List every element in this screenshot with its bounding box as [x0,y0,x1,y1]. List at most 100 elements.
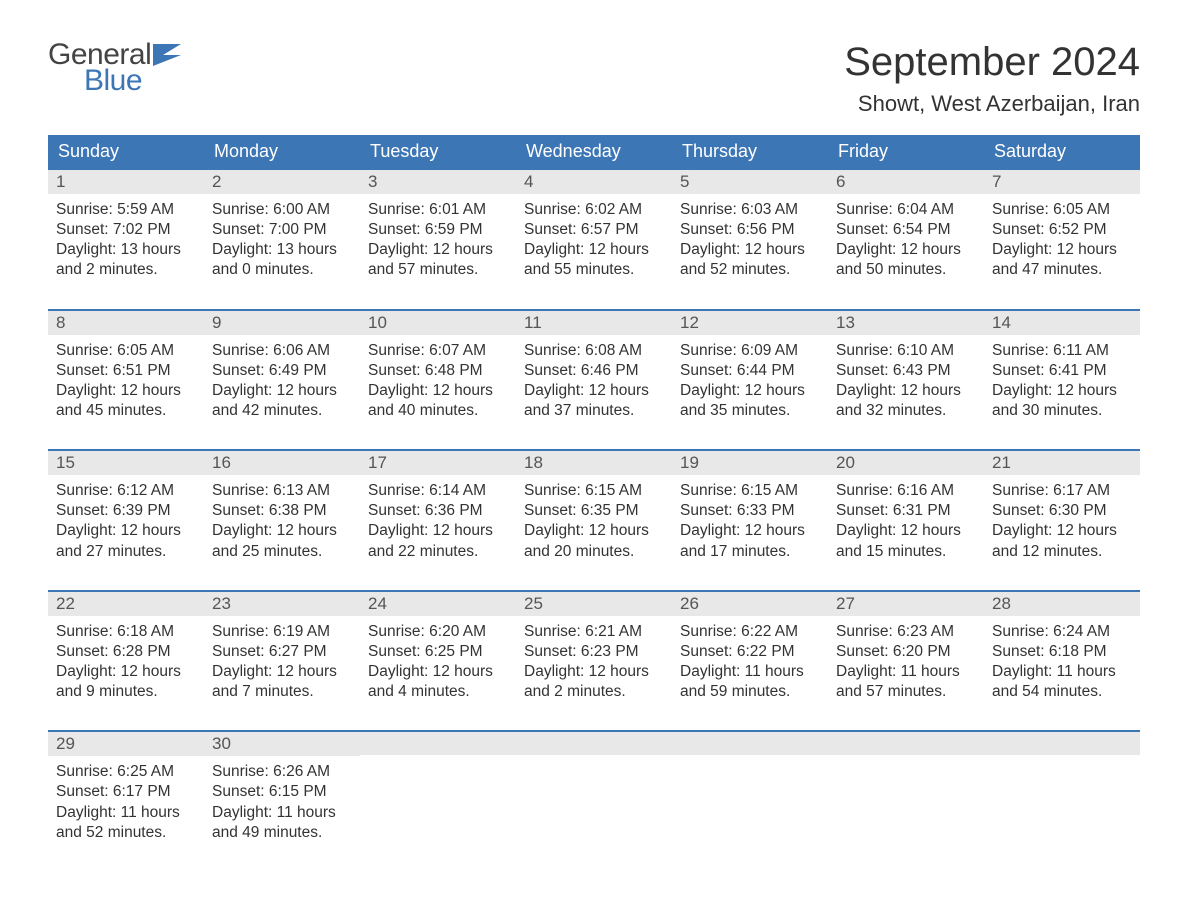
day-body: Sunrise: 6:16 AMSunset: 6:31 PMDaylight:… [828,475,984,562]
day-cell: 22Sunrise: 6:18 AMSunset: 6:28 PMDayligh… [48,590,204,703]
day-sunrise: Sunrise: 6:14 AM [368,481,508,501]
day-body: Sunrise: 5:59 AMSunset: 7:02 PMDaylight:… [48,194,204,281]
day-number: 28 [984,590,1140,616]
day-number: 18 [516,449,672,475]
day-number: 20 [828,449,984,475]
day-sunset: Sunset: 6:56 PM [680,220,820,240]
day-d2: and 52 minutes. [56,823,196,843]
day-empty [984,730,1140,755]
day-body: Sunrise: 6:23 AMSunset: 6:20 PMDaylight:… [828,616,984,703]
day-cell: 16Sunrise: 6:13 AMSunset: 6:38 PMDayligh… [204,449,360,562]
day-d1: Daylight: 12 hours [680,381,820,401]
day-sunset: Sunset: 6:59 PM [368,220,508,240]
day-d1: Daylight: 12 hours [680,240,820,260]
month-title: September 2024 [844,40,1140,85]
day-sunrise: Sunrise: 6:10 AM [836,341,976,361]
day-d1: Daylight: 12 hours [368,381,508,401]
weekday-header: Monday [204,135,360,168]
day-cell [828,730,984,843]
day-sunrise: Sunrise: 6:22 AM [680,622,820,642]
day-body: Sunrise: 6:26 AMSunset: 6:15 PMDaylight:… [204,756,360,843]
day-d1: Daylight: 12 hours [212,381,352,401]
brand-logo: General Blue [48,40,187,96]
day-body: Sunrise: 6:19 AMSunset: 6:27 PMDaylight:… [204,616,360,703]
day-body: Sunrise: 6:01 AMSunset: 6:59 PMDaylight:… [360,194,516,281]
day-sunset: Sunset: 6:18 PM [992,642,1132,662]
day-sunset: Sunset: 6:31 PM [836,501,976,521]
day-sunset: Sunset: 6:36 PM [368,501,508,521]
day-body: Sunrise: 6:22 AMSunset: 6:22 PMDaylight:… [672,616,828,703]
day-sunrise: Sunrise: 6:05 AM [992,200,1132,220]
day-sunset: Sunset: 6:17 PM [56,782,196,802]
day-sunset: Sunset: 6:35 PM [524,501,664,521]
day-cell: 27Sunrise: 6:23 AMSunset: 6:20 PMDayligh… [828,590,984,703]
day-d1: Daylight: 12 hours [524,521,664,541]
day-number: 9 [204,309,360,335]
day-cell: 13Sunrise: 6:10 AMSunset: 6:43 PMDayligh… [828,309,984,422]
day-sunrise: Sunrise: 6:03 AM [680,200,820,220]
day-d2: and 9 minutes. [56,682,196,702]
day-d2: and 17 minutes. [680,542,820,562]
day-sunset: Sunset: 6:15 PM [212,782,352,802]
day-sunrise: Sunrise: 6:07 AM [368,341,508,361]
day-number: 30 [204,730,360,756]
day-cell: 21Sunrise: 6:17 AMSunset: 6:30 PMDayligh… [984,449,1140,562]
weekday-header: Saturday [984,135,1140,168]
day-d1: Daylight: 12 hours [368,662,508,682]
day-cell: 7Sunrise: 6:05 AMSunset: 6:52 PMDaylight… [984,168,1140,281]
day-number: 6 [828,168,984,194]
day-cell: 30Sunrise: 6:26 AMSunset: 6:15 PMDayligh… [204,730,360,843]
day-d1: Daylight: 12 hours [524,240,664,260]
day-d1: Daylight: 12 hours [524,381,664,401]
week-row: 22Sunrise: 6:18 AMSunset: 6:28 PMDayligh… [48,590,1140,703]
day-d2: and 50 minutes. [836,260,976,280]
weeks-container: 1Sunrise: 5:59 AMSunset: 7:02 PMDaylight… [48,168,1140,843]
day-d1: Daylight: 12 hours [212,662,352,682]
day-sunrise: Sunrise: 6:08 AM [524,341,664,361]
day-number: 19 [672,449,828,475]
day-sunset: Sunset: 7:00 PM [212,220,352,240]
day-d2: and 30 minutes. [992,401,1132,421]
day-body: Sunrise: 6:24 AMSunset: 6:18 PMDaylight:… [984,616,1140,703]
day-cell: 23Sunrise: 6:19 AMSunset: 6:27 PMDayligh… [204,590,360,703]
day-cell: 2Sunrise: 6:00 AMSunset: 7:00 PMDaylight… [204,168,360,281]
day-d1: Daylight: 12 hours [56,662,196,682]
day-d2: and 54 minutes. [992,682,1132,702]
day-sunset: Sunset: 6:38 PM [212,501,352,521]
day-d1: Daylight: 12 hours [368,240,508,260]
day-d2: and 4 minutes. [368,682,508,702]
day-cell: 9Sunrise: 6:06 AMSunset: 6:49 PMDaylight… [204,309,360,422]
day-d2: and 55 minutes. [524,260,664,280]
day-d2: and 47 minutes. [992,260,1132,280]
day-cell [984,730,1140,843]
weekday-header-row: SundayMondayTuesdayWednesdayThursdayFrid… [48,135,1140,168]
day-sunset: Sunset: 7:02 PM [56,220,196,240]
day-body: Sunrise: 6:25 AMSunset: 6:17 PMDaylight:… [48,756,204,843]
day-sunset: Sunset: 6:51 PM [56,361,196,381]
day-empty [672,730,828,755]
day-cell: 6Sunrise: 6:04 AMSunset: 6:54 PMDaylight… [828,168,984,281]
day-cell: 29Sunrise: 6:25 AMSunset: 6:17 PMDayligh… [48,730,204,843]
day-d2: and 12 minutes. [992,542,1132,562]
day-body: Sunrise: 6:15 AMSunset: 6:33 PMDaylight:… [672,475,828,562]
day-sunset: Sunset: 6:27 PM [212,642,352,662]
day-cell: 28Sunrise: 6:24 AMSunset: 6:18 PMDayligh… [984,590,1140,703]
day-body: Sunrise: 6:07 AMSunset: 6:48 PMDaylight:… [360,335,516,422]
day-sunset: Sunset: 6:46 PM [524,361,664,381]
day-d2: and 57 minutes. [836,682,976,702]
weekday-header: Thursday [672,135,828,168]
day-number: 23 [204,590,360,616]
day-sunrise: Sunrise: 6:02 AM [524,200,664,220]
day-d2: and 2 minutes. [524,682,664,702]
day-d1: Daylight: 12 hours [836,381,976,401]
day-sunrise: Sunrise: 6:16 AM [836,481,976,501]
day-number: 15 [48,449,204,475]
day-sunrise: Sunrise: 6:04 AM [836,200,976,220]
day-number: 12 [672,309,828,335]
day-body: Sunrise: 6:11 AMSunset: 6:41 PMDaylight:… [984,335,1140,422]
day-d2: and 7 minutes. [212,682,352,702]
day-number: 1 [48,168,204,194]
day-sunrise: Sunrise: 6:00 AM [212,200,352,220]
day-sunrise: Sunrise: 5:59 AM [56,200,196,220]
day-cell: 4Sunrise: 6:02 AMSunset: 6:57 PMDaylight… [516,168,672,281]
